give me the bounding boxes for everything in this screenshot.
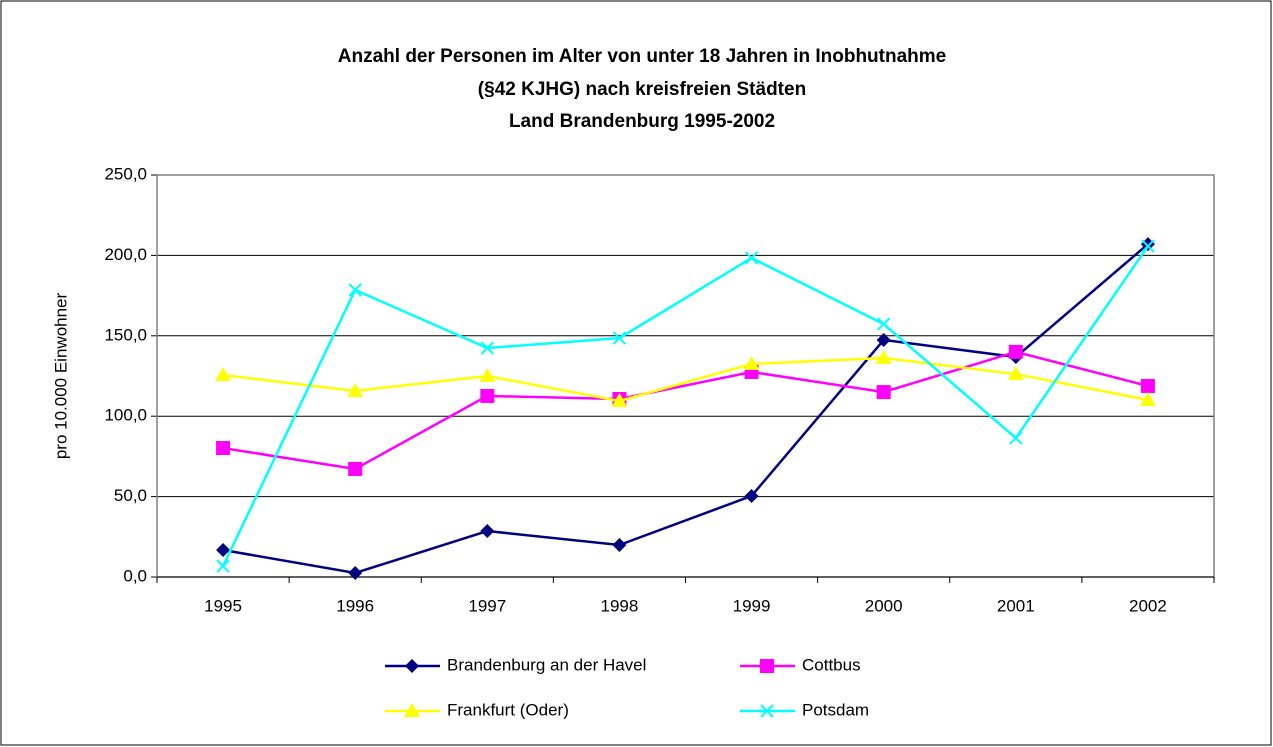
marker <box>744 488 759 503</box>
marker <box>348 565 363 580</box>
marker <box>744 251 759 265</box>
marker <box>216 542 231 557</box>
chart-title: Anzahl der Personen im Alter von unter 1… <box>338 46 946 67</box>
marker <box>1007 366 1024 381</box>
marker <box>760 704 774 718</box>
series-line <box>222 356 1149 403</box>
series-line <box>222 350 1149 471</box>
marker <box>404 703 420 717</box>
marker <box>347 382 364 397</box>
marker <box>216 441 231 456</box>
legend-label: Cottbus <box>802 655 861 674</box>
y-tick-label: 50,0 <box>114 486 147 505</box>
x-tick-label: 1996 <box>336 596 374 615</box>
legend-label: Potsdam <box>802 700 869 719</box>
x-tick-label: 2000 <box>865 596 903 615</box>
marker <box>875 349 892 364</box>
marker <box>479 368 496 382</box>
marker <box>480 524 495 539</box>
marker <box>480 388 495 403</box>
marker <box>1141 239 1155 253</box>
marker <box>760 659 774 673</box>
marker <box>348 283 362 297</box>
marker <box>480 341 495 355</box>
x-tick-label: 1997 <box>468 596 506 615</box>
marker <box>876 385 891 400</box>
marker <box>348 461 363 476</box>
marker <box>1140 378 1155 393</box>
marker <box>876 317 891 331</box>
marker <box>1008 344 1023 359</box>
marker <box>1139 391 1156 406</box>
y-tick-label: 200,0 <box>104 245 147 264</box>
marker <box>215 367 232 382</box>
marker <box>216 559 230 573</box>
marker <box>1140 237 1155 252</box>
y-tick-label: 0,0 <box>123 566 147 585</box>
marker <box>743 355 760 370</box>
x-tick-label: 1998 <box>601 596 639 615</box>
legend-label: Frankfurt (Oder) <box>447 700 569 719</box>
x-tick-label: 2001 <box>997 596 1035 615</box>
x-tick-label: 2002 <box>1129 596 1167 615</box>
series-line <box>222 243 1149 575</box>
marker <box>612 538 627 553</box>
legend-label: Brandenburg an der Havel <box>447 655 646 674</box>
chart-title: Land Brandenburg 1995-2002 <box>509 111 775 132</box>
chart-title: (§42 KJHG) nach kreisfreien Städten <box>478 79 806 100</box>
x-tick-label: 1999 <box>733 596 771 615</box>
marker <box>612 331 627 345</box>
y-tick-label: 100,0 <box>104 406 147 425</box>
marker <box>405 659 419 673</box>
y-axis-label: pro 10.000 Einwohner <box>51 292 70 459</box>
y-tick-label: 150,0 <box>104 325 147 344</box>
y-tick-label: 250,0 <box>104 164 147 183</box>
series-line <box>221 245 1149 567</box>
marker <box>611 392 628 407</box>
marker <box>876 332 891 347</box>
marker <box>1009 431 1023 445</box>
x-tick-label: 1995 <box>204 596 242 615</box>
